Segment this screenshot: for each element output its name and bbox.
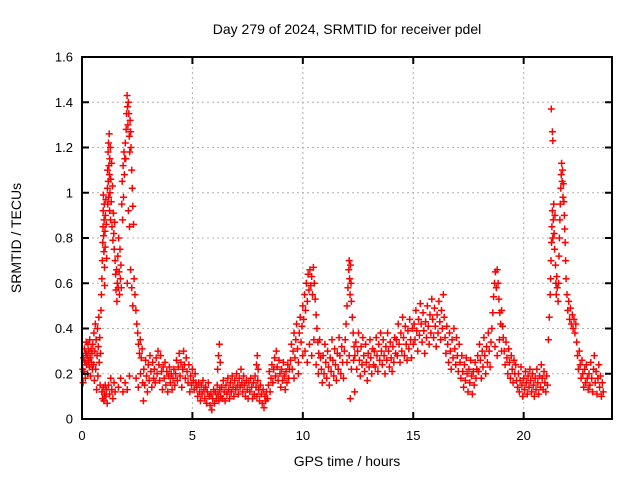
y-tick-label: 1.2 bbox=[55, 140, 73, 155]
grid-lines bbox=[82, 57, 612, 419]
y-tick-label: 0.2 bbox=[55, 366, 73, 381]
y-tick-label: 1 bbox=[66, 185, 73, 200]
chart-title: Day 279 of 2024, SRMTID for receiver pde… bbox=[212, 21, 482, 37]
y-tick-label: 1.4 bbox=[55, 95, 73, 110]
y-tick-label: 0.4 bbox=[55, 321, 73, 336]
x-tick-label: 5 bbox=[189, 428, 196, 443]
x-tick-label: 15 bbox=[406, 428, 420, 443]
x-tick-label: 20 bbox=[516, 428, 530, 443]
y-tick-label: 0.8 bbox=[55, 231, 73, 246]
tick-marks bbox=[81, 56, 612, 420]
y-tick-label: 0.6 bbox=[55, 276, 73, 291]
y-tick-label: 1.6 bbox=[55, 50, 73, 65]
x-tick-label: 10 bbox=[296, 428, 310, 443]
scatter-points bbox=[79, 92, 607, 414]
y-tick-label: 0 bbox=[66, 412, 73, 427]
x-axis-label: GPS time / hours bbox=[293, 453, 401, 469]
x-tick-label: 0 bbox=[78, 428, 85, 443]
